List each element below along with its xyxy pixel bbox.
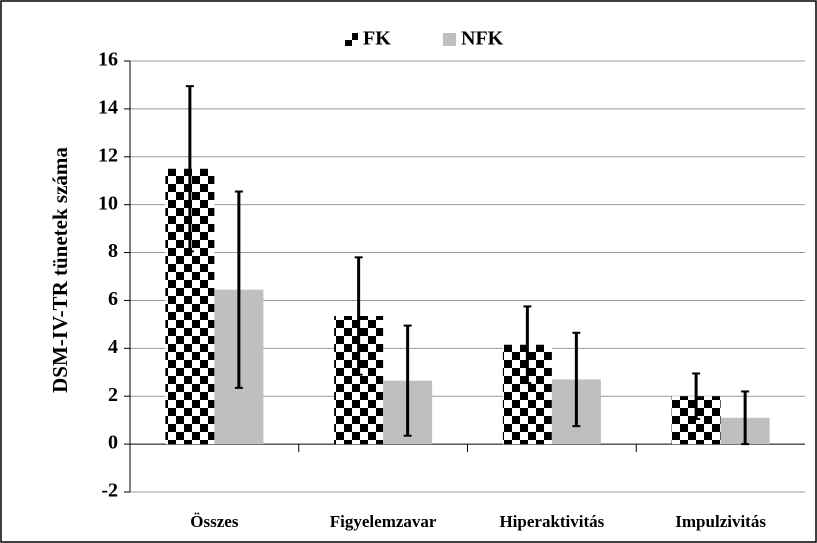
y-tick-label: 8 (108, 240, 118, 262)
y-tick-label: 10 (98, 192, 118, 214)
legend-label: FK (363, 28, 391, 50)
y-tick-label: 6 (108, 288, 118, 310)
y-tick-label: 14 (98, 96, 118, 118)
x-tick-label: Figyelemzavar (330, 512, 437, 531)
legend-swatch (345, 33, 358, 46)
y-tick-label: 2 (108, 384, 118, 406)
y-tick-label: 16 (98, 49, 118, 71)
y-tick-label: -2 (101, 480, 118, 502)
y-tick-label: 12 (98, 144, 118, 166)
y-tick-label: 0 (108, 432, 118, 454)
x-tick-label: Hiperaktivitás (499, 512, 604, 531)
y-tick-label: 4 (108, 336, 118, 358)
legend-swatch (443, 33, 456, 46)
y-axis-label: DSM-IV-TR tünetek száma (48, 147, 72, 393)
x-tick-label: Impulzivitás (675, 512, 766, 531)
legend-label: NFK (461, 28, 504, 50)
x-tick-label: Összes (190, 512, 239, 531)
